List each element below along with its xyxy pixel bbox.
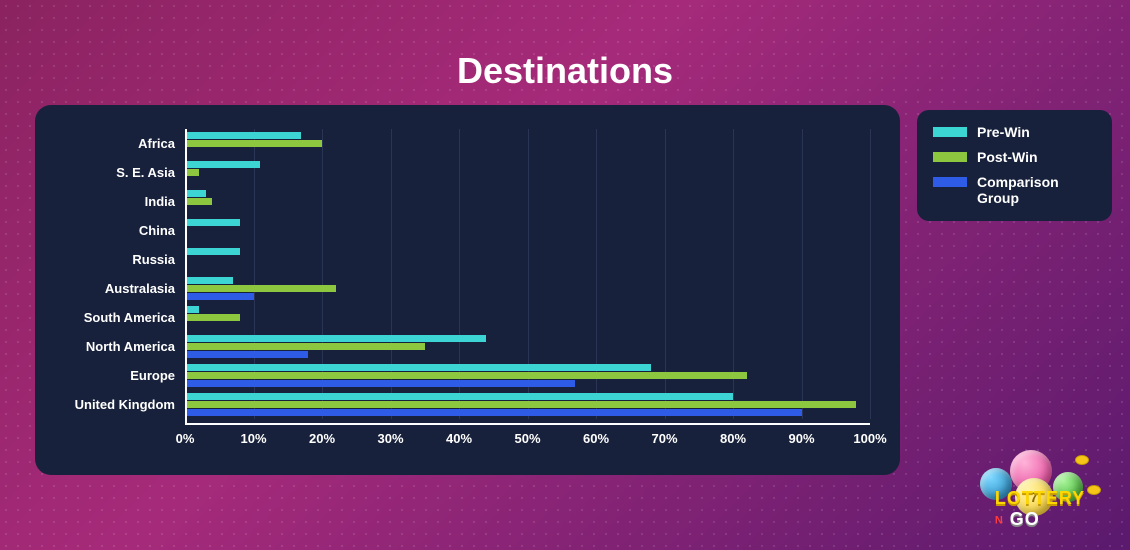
legend-item: Pre-Win [933, 124, 1096, 141]
bar-pre [185, 161, 260, 168]
chart-inner: AfricaS. E. AsiaIndiaChinaRussiaAustrala… [45, 123, 870, 457]
bar-post [185, 198, 212, 205]
bar-comp [185, 409, 802, 416]
x-tick-label: 50% [514, 431, 540, 446]
legend-swatch-post [933, 152, 967, 162]
y-tick-label: India [45, 187, 175, 216]
legend-item: Comparison Group [933, 174, 1096, 208]
bar-comp [185, 293, 254, 300]
coin-icon [1087, 485, 1101, 495]
x-tick-label: 10% [240, 431, 266, 446]
bar-pre [185, 219, 240, 226]
category-row [185, 332, 870, 361]
y-tick-label: Russia [45, 245, 175, 274]
bar-pre [185, 132, 301, 139]
legend-label: Pre-Win [977, 124, 1030, 141]
category-row [185, 245, 870, 274]
bar-post [185, 314, 240, 321]
x-tick-label: 100% [853, 431, 886, 446]
logo-text: LOTTERY N GO [995, 488, 1085, 530]
x-axis [185, 423, 870, 425]
bar-pre [185, 277, 233, 284]
bar-comp [185, 351, 308, 358]
y-tick-label: S. E. Asia [45, 158, 175, 187]
category-row [185, 158, 870, 187]
category-row [185, 187, 870, 216]
legend-label: Post-Win [977, 149, 1038, 166]
bar-pre [185, 364, 651, 371]
legend-swatch-comp [933, 177, 967, 187]
y-tick-label: Europe [45, 361, 175, 390]
chart-panel: AfricaS. E. AsiaIndiaChinaRussiaAustrala… [35, 105, 900, 475]
x-tick-label: 90% [788, 431, 814, 446]
y-tick-label: North America [45, 332, 175, 361]
x-tick-label: 30% [377, 431, 403, 446]
category-row [185, 274, 870, 303]
y-axis [185, 129, 187, 425]
coin-icon [1075, 455, 1089, 465]
bar-post [185, 401, 856, 408]
bar-post [185, 285, 336, 292]
legend-swatch-pre [933, 127, 967, 137]
bar-pre [185, 190, 206, 197]
bar-pre [185, 248, 240, 255]
y-tick-label: South America [45, 303, 175, 332]
y-tick-label: United Kingdom [45, 390, 175, 419]
y-tick-label: Australasia [45, 274, 175, 303]
bar-post [185, 140, 322, 147]
legend-item: Post-Win [933, 149, 1096, 166]
category-row [185, 129, 870, 158]
x-tick-label: 70% [651, 431, 677, 446]
bar-pre [185, 335, 486, 342]
x-tick-label: 40% [446, 431, 472, 446]
x-tick-label: 80% [720, 431, 746, 446]
category-row [185, 361, 870, 390]
x-tick-label: 0% [176, 431, 195, 446]
plot-area [185, 129, 870, 419]
bar-pre [185, 306, 199, 313]
gridline [870, 129, 871, 419]
category-row [185, 303, 870, 332]
bar-post [185, 372, 747, 379]
x-tick-label: 20% [309, 431, 335, 446]
y-axis-labels: AfricaS. E. AsiaIndiaChinaRussiaAustrala… [45, 129, 175, 419]
bar-comp [185, 380, 575, 387]
bar-post [185, 343, 425, 350]
x-tick-label: 60% [583, 431, 609, 446]
category-row [185, 216, 870, 245]
page-title: Destinations [0, 0, 1130, 92]
legend: Pre-Win Post-Win Comparison Group [917, 110, 1112, 221]
y-tick-label: China [45, 216, 175, 245]
legend-label: Comparison Group [977, 174, 1096, 208]
category-row [185, 390, 870, 419]
x-axis-labels: 0%10%20%30%40%50%60%70%80%90%100% [185, 431, 870, 451]
logo: 7 LOTTERY N GO [975, 450, 1105, 530]
y-tick-label: Africa [45, 129, 175, 158]
bar-post [185, 169, 199, 176]
bar-pre [185, 393, 733, 400]
